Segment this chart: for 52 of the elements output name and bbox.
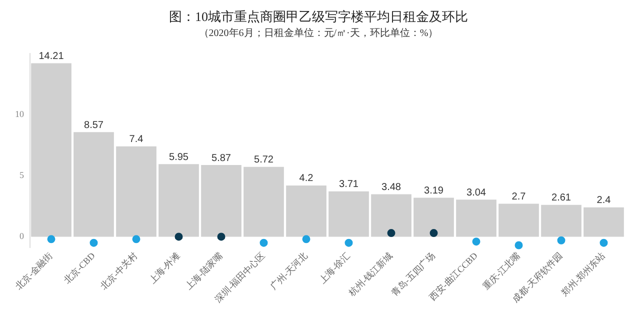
x-tick-label: 北京-金融街 bbox=[13, 250, 54, 292]
bar bbox=[456, 200, 496, 237]
bar bbox=[74, 132, 114, 237]
bar bbox=[286, 185, 326, 237]
point bbox=[600, 238, 608, 247]
data-label: 5.95 bbox=[169, 152, 189, 163]
data-label: 3.48 bbox=[382, 182, 402, 193]
data-label: 4.2 bbox=[299, 173, 314, 184]
point bbox=[47, 235, 56, 244]
y-tick-label: 5 bbox=[20, 170, 24, 180]
data-label: 5.72 bbox=[254, 154, 274, 166]
x-tick-label: 上海-外滩 bbox=[147, 250, 182, 286]
data-label: 2.61 bbox=[552, 192, 572, 204]
chart-title: 图：10城市重点商圈甲乙级写字楼平均日租金及环比 bbox=[169, 9, 468, 24]
y-tick-label: 10 bbox=[15, 108, 24, 119]
x-tick-label: 北京-中关村 bbox=[98, 250, 140, 292]
point bbox=[132, 235, 140, 244]
data-label: 14.21 bbox=[38, 50, 64, 62]
bar bbox=[584, 207, 624, 237]
point bbox=[557, 236, 566, 244]
bar bbox=[31, 63, 72, 237]
data-label: 8.57 bbox=[84, 120, 104, 131]
point bbox=[260, 238, 268, 247]
data-label: 3.71 bbox=[339, 179, 359, 190]
bar bbox=[244, 166, 284, 237]
data-label: 2.7 bbox=[512, 192, 526, 202]
point bbox=[90, 238, 98, 247]
bar bbox=[498, 204, 539, 237]
point bbox=[514, 241, 523, 250]
x-tick-label: 上海-徐汇 bbox=[317, 250, 352, 286]
x-tick-label: 广州-天河北 bbox=[268, 250, 310, 292]
bar bbox=[116, 146, 156, 237]
chart-subtitle: （2020年6月；日租金单位：元/㎡·天，环比单位：%） bbox=[198, 27, 438, 40]
point bbox=[344, 238, 353, 247]
bar bbox=[201, 165, 242, 237]
point bbox=[387, 229, 396, 238]
bar bbox=[371, 194, 412, 237]
point bbox=[472, 238, 480, 246]
bar bbox=[541, 204, 582, 237]
bar bbox=[328, 191, 369, 237]
data-label: 7.4 bbox=[129, 134, 144, 146]
bar bbox=[414, 198, 454, 237]
data-label: 2.4 bbox=[596, 195, 612, 206]
point bbox=[430, 229, 438, 238]
bar bbox=[158, 164, 199, 237]
data-label: 3.04 bbox=[466, 187, 486, 198]
y-tick-label: 0 bbox=[20, 231, 24, 242]
point bbox=[217, 232, 226, 241]
point bbox=[302, 235, 310, 244]
data-label: 5.87 bbox=[212, 152, 232, 164]
data-label: 3.19 bbox=[424, 186, 444, 197]
point bbox=[174, 232, 183, 241]
